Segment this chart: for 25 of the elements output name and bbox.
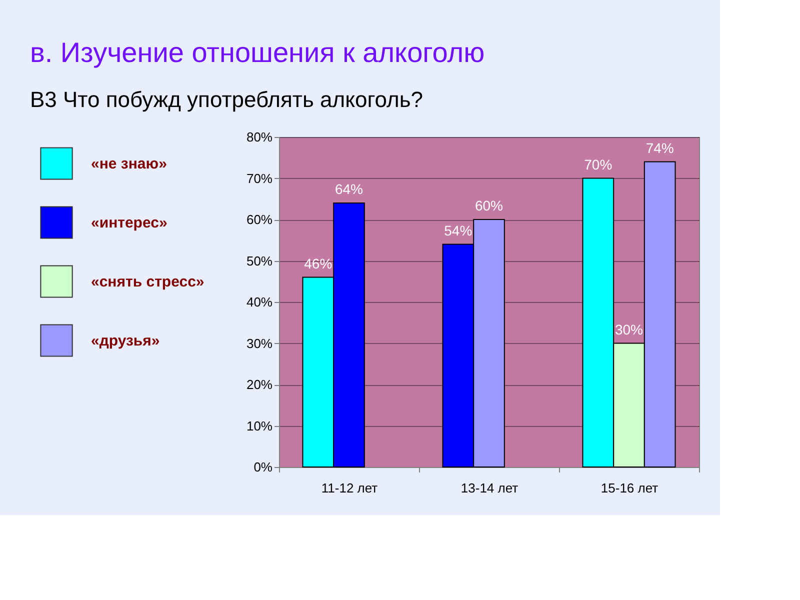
- data-label: 74%: [646, 140, 674, 156]
- y-tick-label: 50%: [246, 253, 273, 268]
- chart-title: в. Изучение отношения к алкоголю: [30, 37, 485, 68]
- legend-label: «снять стресс»: [91, 274, 204, 290]
- data-label: 54%: [444, 222, 472, 238]
- y-tick-label: 80%: [246, 130, 273, 144]
- y-tick-label: 0%: [254, 460, 273, 474]
- legend-label: «интерес»: [91, 214, 168, 232]
- data-label: 30%: [614, 321, 644, 338]
- data-label: 64%: [334, 181, 364, 197]
- data-label: 60%: [474, 198, 504, 214]
- data-label: 70%: [584, 156, 612, 172]
- x-tick-label: 11-12 лет: [321, 480, 378, 496]
- y-tick-label: 10%: [246, 418, 273, 434]
- y-tick-label: 30%: [246, 336, 273, 351]
- data-label: 46%: [304, 255, 332, 272]
- legend-label: «друзья»: [91, 332, 160, 350]
- legend-label: «не знаю»: [91, 156, 167, 172]
- x-tick-label: 13-14 лет: [460, 480, 518, 496]
- y-tick-label: 20%: [246, 377, 273, 392]
- x-tick-label: 15-16 лет: [600, 480, 658, 496]
- y-tick-label: 40%: [246, 294, 273, 310]
- y-tick-label: 60%: [246, 212, 273, 227]
- y-tick-label: 70%: [246, 170, 273, 186]
- chart-subtitle: В3 Что побужд употреблять алкоголь?: [30, 87, 424, 112]
